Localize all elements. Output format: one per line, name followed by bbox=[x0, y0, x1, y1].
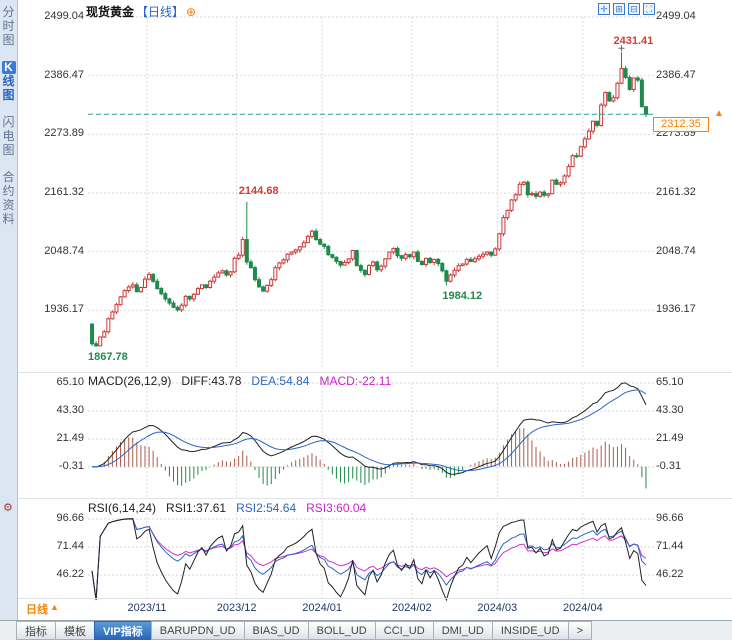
sidebar-item-char: 图 bbox=[2, 88, 15, 102]
sidebar-item-char: K bbox=[1, 61, 16, 74]
rsi3-value: RSI3:60.04 bbox=[306, 501, 367, 515]
sidebar-item-char: 图 bbox=[2, 143, 15, 157]
sidebar-item-char: 图 bbox=[2, 33, 15, 47]
rsi-header: RSI(6,14,24) RSI1:37.61 RSI2:54.64 RSI3:… bbox=[88, 501, 366, 515]
period-tag: 【日线】 bbox=[136, 5, 185, 19]
tab-boll[interactable]: BOLL_UD bbox=[307, 621, 376, 640]
tab-more[interactable]: > bbox=[567, 621, 592, 640]
rsi-layer bbox=[91, 517, 647, 602]
rsi-title: RSI(6,14,24) bbox=[88, 501, 157, 515]
period-up-arrow-icon: ▲ bbox=[50, 602, 59, 612]
zoom-in-icon[interactable]: ⊞ bbox=[613, 3, 625, 15]
sidebar-item-char: 资 bbox=[2, 198, 15, 212]
macd-layer bbox=[91, 382, 647, 489]
sidebar-item-char: 合 bbox=[2, 170, 15, 184]
panel-divider bbox=[18, 372, 732, 373]
sidebar-item-char: 时 bbox=[2, 19, 15, 33]
fullscreen-icon[interactable]: ⛶ bbox=[643, 3, 655, 15]
panel-divider bbox=[18, 598, 732, 599]
period-indicator[interactable]: 日线 ▲ bbox=[26, 601, 59, 617]
tab-bias[interactable]: BIAS_UD bbox=[243, 621, 309, 640]
tab-templates[interactable]: 模板 bbox=[55, 621, 95, 640]
sidebar-item-lightning-chart[interactable]: 闪电图 bbox=[2, 116, 14, 157]
macd-title: MACD(26,12,9) bbox=[88, 374, 172, 388]
macd-diff-value: DIFF:43.78 bbox=[181, 374, 242, 388]
macd-header: MACD(26,12,9) DIFF:43.78 DEA:54.84 MACD:… bbox=[88, 374, 391, 388]
chart-title-bar: 现货黄金 【日线】 ⊕ bbox=[86, 3, 196, 20]
period-label: 日线 bbox=[26, 604, 48, 616]
sidebar-item-char: 电 bbox=[2, 129, 15, 143]
bottom-bar: 指标 模板 VIP指标 BARUPDN_UD BIAS_UD BOLL_UD CCI_UD D… bbox=[0, 620, 732, 640]
symbol-name: 现货黄金 bbox=[86, 5, 135, 19]
panel-divider bbox=[18, 498, 732, 499]
tab-indicators[interactable]: 指标 bbox=[16, 621, 56, 640]
rsi1-value: RSI1:37.61 bbox=[166, 501, 227, 515]
add-indicator-icon[interactable]: ⊕ bbox=[186, 4, 197, 19]
tab-inside[interactable]: INSIDE_UD bbox=[491, 621, 569, 640]
current-price-badge: 2312.35 bbox=[653, 117, 709, 133]
sidebar-item-char: 线 bbox=[2, 74, 15, 88]
macd-macd-value: MACD:-22.11 bbox=[319, 374, 392, 388]
rsi2-value: RSI2:54.64 bbox=[236, 501, 297, 515]
indicator-tabs: 指标 模板 VIP指标 BARUPDN_UD BIAS_UD BOLL_UD CCI_UD D… bbox=[16, 621, 592, 640]
crosshair-icon[interactable]: ✛ bbox=[598, 3, 610, 15]
tab-cci[interactable]: CCI_UD bbox=[374, 621, 434, 640]
sidebar-item-char: 料 bbox=[2, 212, 15, 226]
macd-dea-value: DEA:54.84 bbox=[251, 374, 310, 388]
zoom-out-icon[interactable]: ⊟ bbox=[628, 3, 640, 15]
tab-barupdn[interactable]: BARUPDN_UD bbox=[150, 621, 245, 640]
sidebar-item-char: 约 bbox=[2, 184, 15, 198]
sidebar-item-char: 闪 bbox=[2, 115, 15, 129]
price-up-arrow-icon: ▲ bbox=[714, 108, 724, 120]
chart-toolbar: ✛ ⊞ ⊟ ⛶ bbox=[598, 3, 655, 15]
gridlines-layer bbox=[88, 16, 654, 598]
sidebar-item-contract-info[interactable]: 合约资料 bbox=[2, 171, 14, 226]
candles-layer bbox=[90, 52, 648, 347]
tab-dmi[interactable]: DMI_UD bbox=[432, 621, 493, 640]
tab-vip-indicators[interactable]: VIP指标 bbox=[94, 621, 152, 640]
sidebar-item-char: 分 bbox=[2, 5, 15, 19]
price-line-layer bbox=[88, 45, 654, 115]
sidebar-item-time-chart[interactable]: 分时图 bbox=[2, 6, 14, 47]
indicator-settings-icon[interactable]: ⚙ bbox=[3, 502, 13, 514]
